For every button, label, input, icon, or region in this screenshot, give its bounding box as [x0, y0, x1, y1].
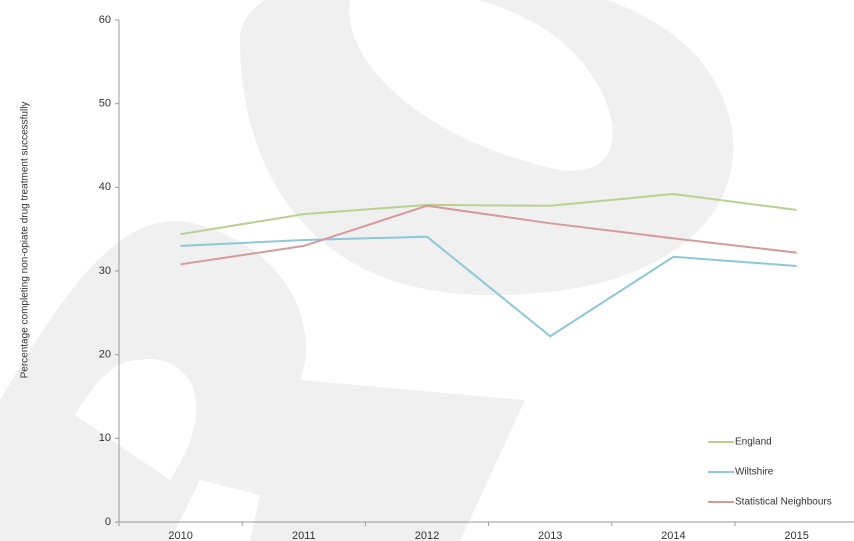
y-tick-label: 20 — [99, 349, 111, 361]
y-axis-label: Percentage completing non-opiate drug tr… — [20, 102, 31, 379]
legend-label: England — [735, 437, 772, 448]
legend-label: Statistical Neighbours — [735, 497, 832, 508]
y-tick-label: 60 — [99, 14, 111, 26]
legend-label: Wiltshire — [735, 467, 774, 478]
chart: Percentage completing non-opiate drug tr… — [0, 0, 854, 541]
y-tick-label: 40 — [99, 181, 111, 193]
x-tick-label: 2010 — [168, 530, 192, 541]
x-tick-label: 2013 — [538, 530, 562, 541]
x-tick-label: 2011 — [292, 530, 316, 541]
x-tick-label: 2015 — [784, 530, 808, 541]
x-tick-label: 2012 — [415, 530, 439, 541]
y-tick-label: 50 — [99, 98, 111, 110]
y-tick-label: 0 — [105, 516, 111, 528]
x-tick-label: 2014 — [661, 530, 685, 541]
y-tick-label: 10 — [99, 432, 111, 444]
y-tick-label: 30 — [99, 265, 111, 277]
